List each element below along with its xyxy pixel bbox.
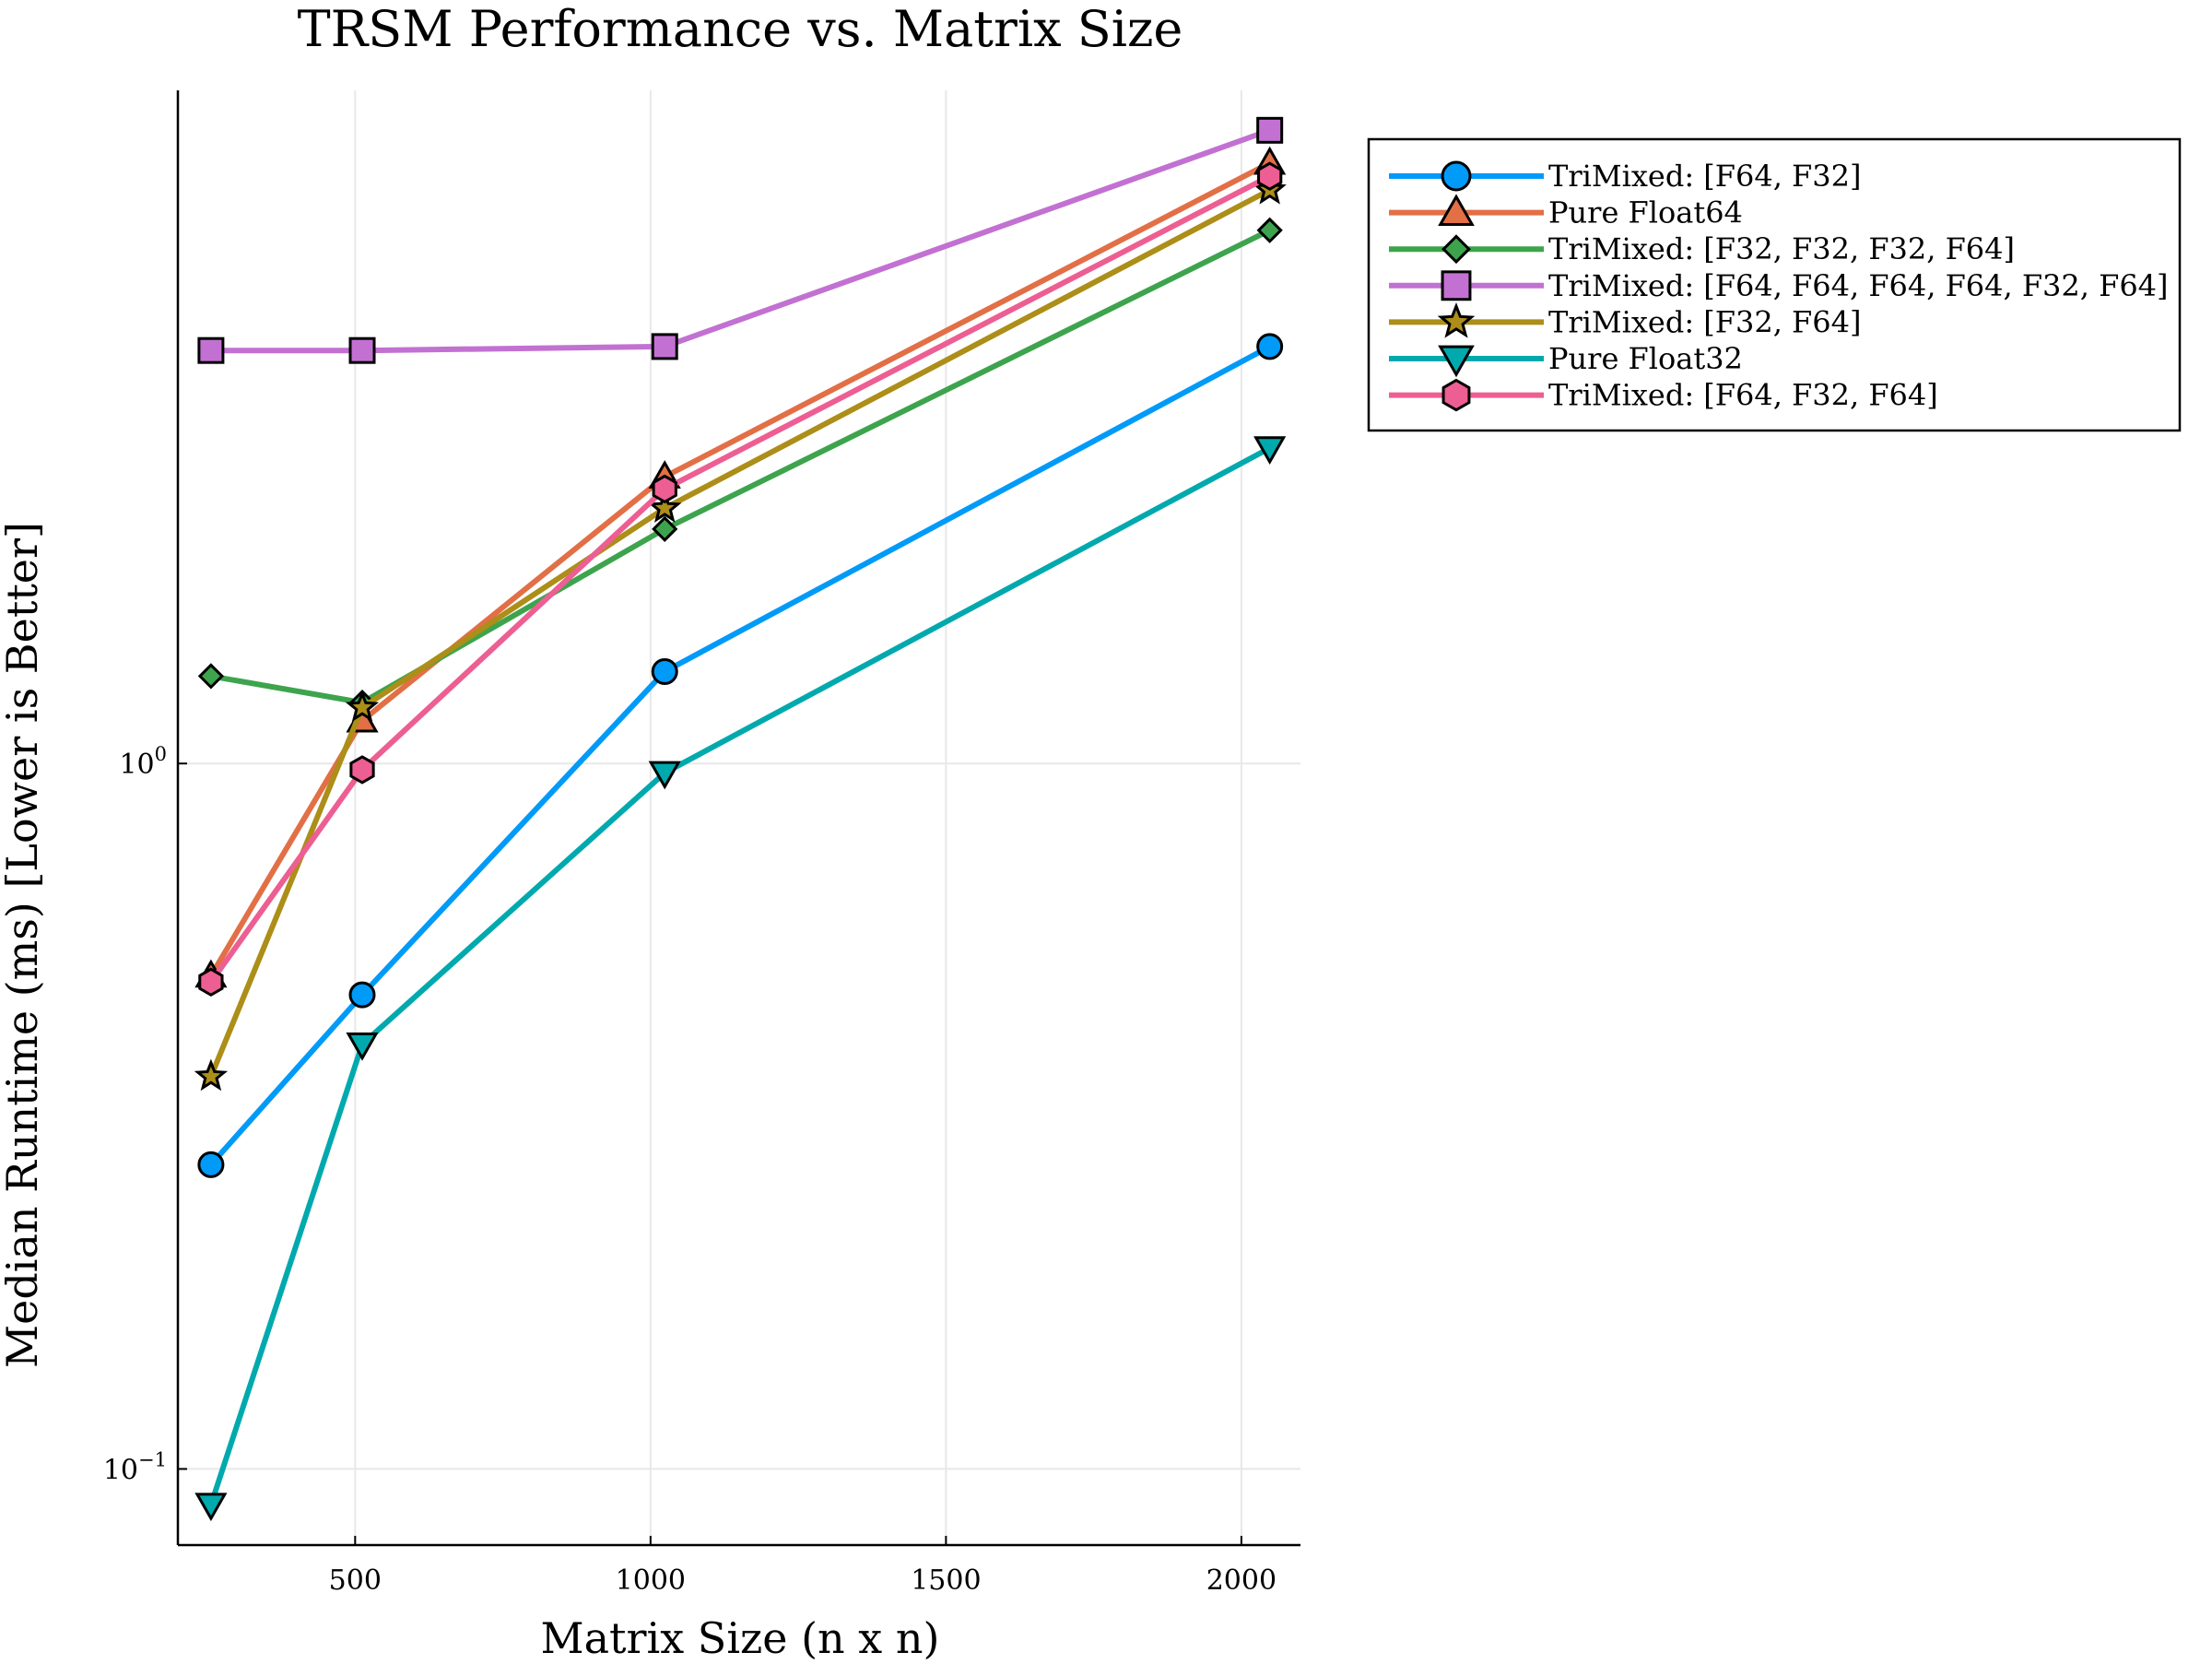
- series-line: [210, 228, 1271, 706]
- y-axis-title: Median Runtime (ms) [Lower is Better]: [0, 522, 47, 1368]
- legend: TriMixed: [F64, F32]Pure Float64TriMixed…: [1367, 137, 2182, 432]
- legend-entry: TriMixed: [F64, F32, F64]: [1389, 378, 1938, 413]
- data-point-marker: [652, 474, 677, 504]
- legend-entry: TriMixed: [F64, F32]: [1389, 159, 1861, 194]
- data-point-marker: [1257, 161, 1283, 191]
- x-tick-label: 1000: [616, 1564, 686, 1597]
- legend-marker: [1438, 345, 1475, 378]
- x-tick-label: 2000: [1206, 1564, 1277, 1597]
- data-point-marker: [651, 657, 678, 685]
- data-point-marker: [648, 761, 681, 790]
- y-tick-label: 10−1: [103, 1448, 167, 1486]
- x-tick-label: 1500: [911, 1564, 981, 1597]
- data-point-marker: [648, 490, 682, 523]
- axes: 500 1000 1500 2000 10−1 100: [103, 90, 1300, 1597]
- legend-entry: TriMixed: [F64, F64, F64, F64, F32, F64]: [1389, 268, 2169, 303]
- series-line: [208, 344, 1272, 1167]
- series-line: [208, 160, 1272, 978]
- series-line: [210, 127, 1271, 354]
- legend-label: TriMixed: [F64, F64, F64, F64, F32, F64]: [1548, 268, 2169, 303]
- legend-label: Pure Float32: [1548, 341, 1743, 376]
- legend-entry: TriMixed: [F32, F32, F32, F64]: [1389, 231, 2015, 266]
- series-6: [194, 436, 1287, 1522]
- legend-marker: [1441, 234, 1471, 265]
- legend-label: TriMixed: [F32, F64]: [1548, 304, 1861, 339]
- data-point-marker: [197, 663, 225, 690]
- data-point-marker: [198, 967, 224, 997]
- series-1: [197, 333, 1284, 1178]
- data-point-marker: [1253, 436, 1287, 466]
- series-line: [208, 173, 1272, 985]
- legend-entry: Pure Float64: [1389, 194, 1743, 230]
- data-point-marker: [349, 755, 375, 785]
- data-point-marker: [652, 515, 678, 542]
- series-5: [194, 172, 1287, 1092]
- series-line: [208, 445, 1272, 1506]
- legend-label: TriMixed: [F32, F32, F32, F64]: [1548, 231, 2015, 266]
- data-point-marker: [1256, 333, 1284, 360]
- legend-label: TriMixed: [F64, F32, F64]: [1548, 378, 1938, 413]
- series-7: [198, 161, 1283, 997]
- legend-label: TriMixed: [F64, F32]: [1548, 159, 1861, 194]
- legend-label: Pure Float64: [1548, 195, 1743, 230]
- chart-title: TRSM Performance vs. Matrix Size: [298, 0, 1183, 58]
- data-point-marker: [197, 336, 225, 364]
- series-4: [197, 116, 1284, 364]
- legend-entry: Pure Float32: [1389, 341, 1743, 378]
- legend-marker: [1441, 378, 1471, 412]
- x-tick-label: 500: [329, 1564, 382, 1597]
- series-layer: [194, 116, 1287, 1522]
- data-point-marker: [346, 1032, 379, 1061]
- data-point-marker: [194, 1493, 228, 1522]
- series-3: [197, 217, 1283, 716]
- legend-marker: [1441, 160, 1472, 192]
- series-line: [208, 187, 1272, 1078]
- legend-entry: TriMixed: [F32, F64]: [1389, 302, 1861, 339]
- data-point-marker: [348, 981, 376, 1009]
- y-tick-label: 100: [119, 743, 167, 781]
- data-point-marker: [197, 1151, 225, 1178]
- data-point-marker: [348, 336, 376, 364]
- x-axis-title: Matrix Size (n x n): [541, 1613, 940, 1659]
- data-point-marker: [1256, 116, 1284, 144]
- data-point-marker: [194, 1058, 229, 1092]
- legend-marker: [1441, 270, 1472, 301]
- legend-marker: [1437, 302, 1476, 338]
- data-point-marker: [651, 333, 678, 360]
- data-point-marker: [1256, 217, 1283, 243]
- data-point-marker: [345, 690, 380, 723]
- legend-marker: [1438, 194, 1475, 227]
